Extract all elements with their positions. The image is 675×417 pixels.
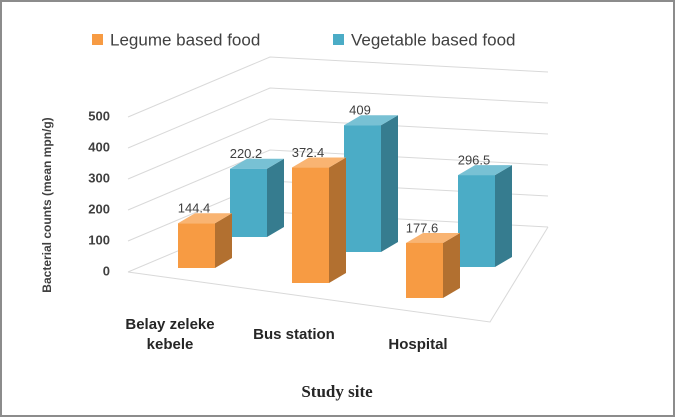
bar [458,165,512,267]
floor-edge [127,226,549,323]
y-tick-label: 300 [88,170,110,185]
x-tick-label: Hospital [388,336,448,353]
x-tick-label: Belay zeleke kebele [125,316,215,353]
grid-line [127,56,549,118]
data-label: 177.6 [406,220,439,235]
bar [178,213,232,268]
bar-side [381,115,398,253]
grid-line [127,118,549,180]
bar-top [458,165,512,176]
y-tick-label: 200 [88,201,110,216]
bar-side [215,213,232,268]
y-tick-label: 0 [103,263,110,278]
grid-line [127,149,549,211]
bar-front [344,125,381,252]
data-label: 296.5 [458,153,491,168]
data-label: 220.2 [230,146,263,161]
y-tick-label: 400 [88,139,110,154]
bar-front [292,167,329,283]
bar-side [329,157,346,283]
grid-line [127,87,549,149]
bar [344,115,398,253]
bar-top [406,232,460,243]
bar-front [458,175,495,267]
bar-top [230,158,284,169]
data-label: 409 [349,103,371,118]
y-tick-label: 100 [88,232,110,247]
bar-top [344,115,398,126]
bar-front [178,223,215,268]
bar [230,158,284,237]
bar [406,232,460,298]
bar-side [495,165,512,267]
legend-label: Legume based food [110,30,260,49]
bar-front [406,242,443,298]
y-tick-label: 500 [88,108,110,123]
bar-top [178,213,232,224]
legend-swatch [333,34,344,45]
bar-front [230,168,267,237]
x-tick-label: Bus station [253,326,335,343]
data-label: 144.4 [178,201,211,216]
bar-side [267,158,284,237]
legend-label: Vegetable based food [351,30,515,49]
data-label: 372.4 [292,145,325,160]
y-axis-label: Bacterial counts (mean mpn/g) [40,117,54,292]
bar-side [443,232,460,298]
x-axis-label: Study site [301,382,373,401]
legend-swatch [92,34,103,45]
bar [292,157,346,283]
bar-top [292,157,346,168]
